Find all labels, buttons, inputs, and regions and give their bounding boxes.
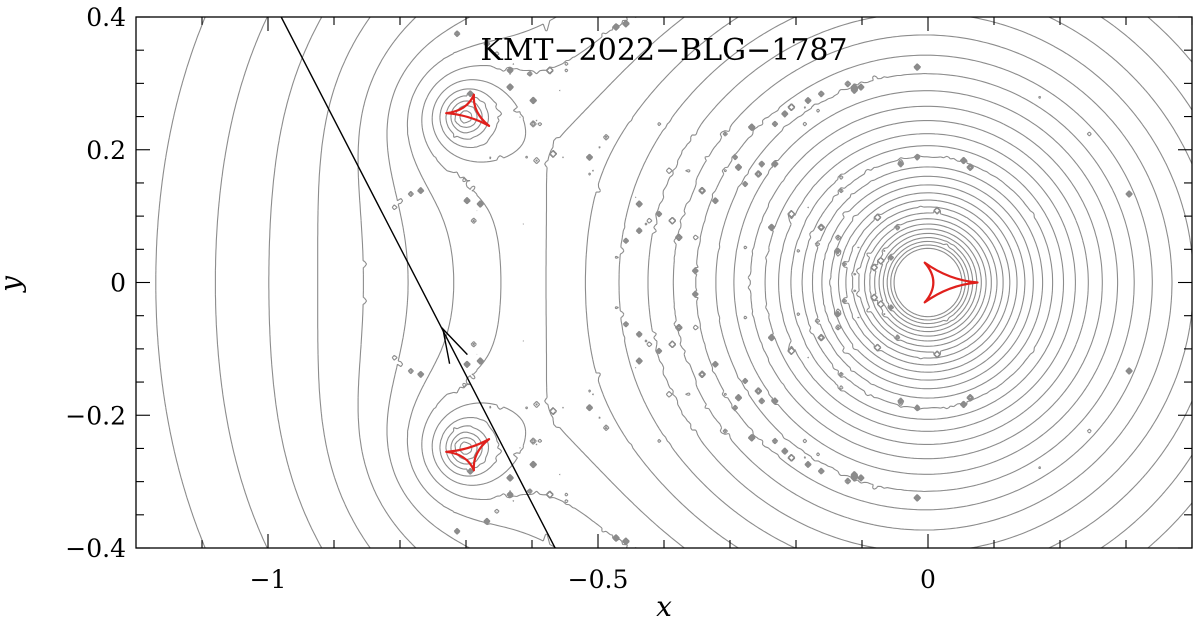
magnification-contour (507, 20, 1132, 545)
magnification-contours (155, 17, 1192, 548)
axis-ticks (136, 16, 1193, 549)
y-tick-label: −0.2 (65, 401, 126, 430)
magnification-contour (509, 21, 982, 544)
magnification-contour (546, 22, 972, 543)
y-axis-title: y (0, 275, 27, 294)
magnification-contour (465, 20, 1135, 545)
magnification-contour (357, 17, 417, 548)
y-tick-label: 0 (110, 269, 126, 298)
magnification-contour (469, 20, 1133, 545)
magnification-contour (418, 17, 1192, 548)
central-caustic (923, 261, 979, 304)
magnification-contour (418, 17, 1192, 548)
magnification-contour (509, 21, 974, 544)
magnification-contour (508, 21, 1130, 544)
planetary-caustic (445, 438, 491, 472)
magnification-contour (507, 20, 1132, 545)
magnification-contour (406, 17, 557, 548)
magnification-contour (507, 20, 1131, 545)
magnification-contour (268, 17, 323, 548)
magnification-contour (466, 20, 1133, 545)
magnification-contour (508, 21, 987, 544)
planetary-caustic (445, 93, 491, 127)
y-tick-label: −0.4 (65, 534, 126, 563)
magnification-contour (546, 22, 973, 543)
trajectory-arrow (441, 326, 468, 364)
y-tick-label: 0.4 (86, 3, 126, 32)
x-tick-label: −1 (250, 565, 287, 594)
x-axis-title: x (656, 590, 672, 623)
magnification-contour (507, 20, 1132, 545)
magnification-contour (454, 20, 1173, 545)
source-trajectory (280, 17, 556, 548)
magnification-contour (509, 21, 978, 544)
trajectory-line (280, 17, 556, 548)
plot-title: KMT−2022−BLG−1787 (480, 33, 847, 68)
magnification-contour (409, 17, 637, 548)
y-tick-label: 0.2 (86, 136, 126, 165)
magnification-contour (507, 20, 1131, 545)
caustic-curves (445, 93, 979, 472)
magnification-contour (507, 20, 1131, 545)
x-tick-label: −0.5 (568, 565, 629, 594)
magnification-contour (419, 17, 1192, 548)
magnification-contour (155, 17, 206, 548)
magnification-contour (317, 17, 371, 548)
magnification-contour (214, 17, 268, 548)
axis-tick-labels: −1 −0.5 0 0.4 0.2 0 −0.2 −0.4 (65, 3, 936, 594)
x-tick-label: 0 (920, 565, 936, 594)
magnification-contour (507, 20, 1132, 545)
magnification-contour (386, 17, 470, 548)
magnification-contour (508, 20, 1130, 545)
magnification-contour (546, 21, 973, 544)
